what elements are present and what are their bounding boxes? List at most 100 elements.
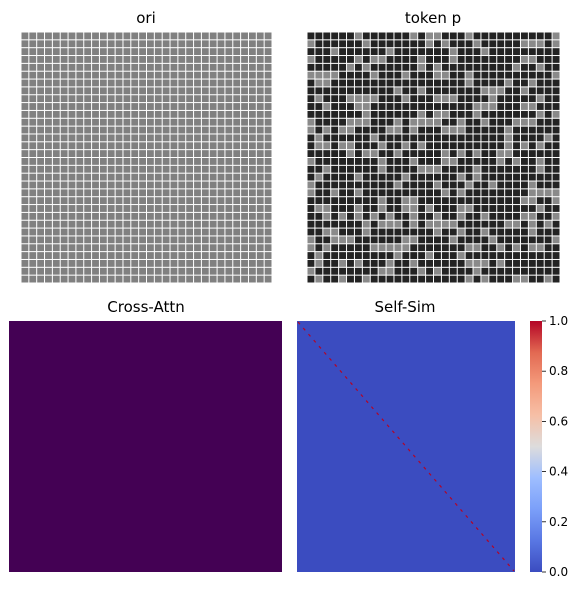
heatmap-cell bbox=[457, 189, 465, 197]
panel-cross-attn: Cross-Attn bbox=[9, 298, 282, 572]
heatmap-cell bbox=[194, 142, 201, 150]
heatmap-cell bbox=[544, 197, 552, 205]
heatmap-cell bbox=[481, 165, 489, 173]
heatmap-cell bbox=[528, 181, 536, 189]
heatmap-cell bbox=[370, 228, 378, 236]
heatmap-cell bbox=[131, 236, 139, 244]
heatmap-cell bbox=[489, 189, 497, 197]
heatmap-cell bbox=[21, 118, 29, 126]
heatmap-cell bbox=[315, 95, 323, 103]
heatmap-cell bbox=[209, 275, 217, 283]
heatmap-cell bbox=[84, 181, 92, 189]
heatmap-cell bbox=[418, 267, 426, 275]
heatmap-cell bbox=[60, 56, 68, 63]
heatmap-cell bbox=[107, 158, 115, 165]
heatmap-cell bbox=[264, 197, 272, 205]
heatmap-cell bbox=[131, 228, 139, 236]
heatmap-cell bbox=[362, 134, 370, 142]
heatmap-cell bbox=[154, 87, 162, 95]
heatmap-cell bbox=[264, 32, 272, 40]
heatmap-cell bbox=[473, 32, 481, 40]
heatmap-cell bbox=[378, 252, 386, 259]
heatmap-cell bbox=[386, 118, 394, 126]
heatmap-cell bbox=[354, 103, 362, 110]
heatmap-cell bbox=[241, 40, 248, 48]
heatmap-cell bbox=[394, 275, 402, 283]
heatmap-cell bbox=[92, 134, 99, 142]
heatmap-cell bbox=[434, 56, 441, 63]
heatmap-cell bbox=[481, 126, 489, 134]
heatmap-cell bbox=[45, 267, 52, 275]
heatmap-cell bbox=[378, 189, 386, 197]
heatmap-cell bbox=[481, 189, 489, 197]
heatmap-cell bbox=[45, 63, 52, 71]
heatmap-cell bbox=[21, 181, 29, 189]
heatmap-cell bbox=[99, 95, 107, 103]
heatmap-cell bbox=[154, 165, 162, 173]
heatmap-cell bbox=[52, 205, 60, 212]
heatmap-cell bbox=[307, 48, 315, 56]
heatmap-cell bbox=[209, 158, 217, 165]
heatmap-cell bbox=[552, 71, 560, 79]
heatmap-cell bbox=[154, 142, 162, 150]
heatmap-cell bbox=[123, 205, 131, 212]
heatmap-cell bbox=[394, 71, 402, 79]
heatmap-cell bbox=[505, 118, 513, 126]
heatmap-cell bbox=[256, 220, 264, 228]
heatmap-cell bbox=[307, 220, 315, 228]
heatmap-cell bbox=[84, 173, 92, 181]
heatmap-cell bbox=[264, 275, 272, 283]
heatmap-cell bbox=[131, 165, 139, 173]
heatmap-cell bbox=[225, 118, 233, 126]
heatmap-cell bbox=[68, 142, 76, 150]
heatmap-cell bbox=[162, 142, 170, 150]
heatmap-cell bbox=[194, 71, 201, 79]
heatmap-cell bbox=[331, 40, 339, 48]
heatmap-cell bbox=[354, 48, 362, 56]
heatmap-cell bbox=[426, 220, 433, 228]
heatmap-cell bbox=[52, 275, 60, 283]
heatmap-cell bbox=[434, 32, 441, 40]
heatmap-cell bbox=[68, 134, 76, 142]
heatmap-cell bbox=[315, 236, 323, 244]
heatmap-cell bbox=[331, 228, 339, 236]
heatmap-cell bbox=[115, 79, 123, 87]
heatmap-cell bbox=[481, 150, 489, 157]
heatmap-cell bbox=[37, 158, 45, 165]
heatmap-cell bbox=[497, 236, 505, 244]
heatmap-cell bbox=[248, 63, 256, 71]
heatmap-cell bbox=[370, 118, 378, 126]
heatmap-cell bbox=[241, 63, 248, 71]
heatmap-cell bbox=[194, 220, 201, 228]
heatmap-cell bbox=[45, 197, 52, 205]
heatmap-cell bbox=[107, 275, 115, 283]
heatmap-cell bbox=[186, 48, 194, 56]
heatmap-cell bbox=[139, 197, 146, 205]
heatmap-cell bbox=[76, 252, 84, 259]
heatmap-cell bbox=[544, 32, 552, 40]
heatmap-cell bbox=[233, 32, 241, 40]
heatmap-cell bbox=[481, 197, 489, 205]
heatmap-cell bbox=[84, 56, 92, 63]
heatmap-cell bbox=[225, 134, 233, 142]
heatmap-cell bbox=[178, 189, 186, 197]
heatmap-cell bbox=[394, 181, 402, 189]
heatmap-cell bbox=[201, 267, 209, 275]
heatmap-cell bbox=[457, 173, 465, 181]
heatmap-cell bbox=[402, 126, 410, 134]
heatmap-cell bbox=[497, 32, 505, 40]
heatmap-cell bbox=[307, 259, 315, 267]
heatmap-cell bbox=[505, 142, 513, 150]
heatmap-cell bbox=[29, 197, 37, 205]
heatmap-cell bbox=[497, 56, 505, 63]
heatmap-cell bbox=[520, 32, 528, 40]
heatmap-cell bbox=[307, 252, 315, 259]
heatmap-cell bbox=[378, 71, 386, 79]
heatmap-cell bbox=[154, 150, 162, 157]
heatmap-cell bbox=[339, 56, 347, 63]
heatmap-cell bbox=[37, 71, 45, 79]
heatmap-cell bbox=[178, 63, 186, 71]
heatmap-cell bbox=[449, 173, 457, 181]
heatmap-cell bbox=[37, 244, 45, 252]
heatmap-cell bbox=[323, 244, 331, 252]
